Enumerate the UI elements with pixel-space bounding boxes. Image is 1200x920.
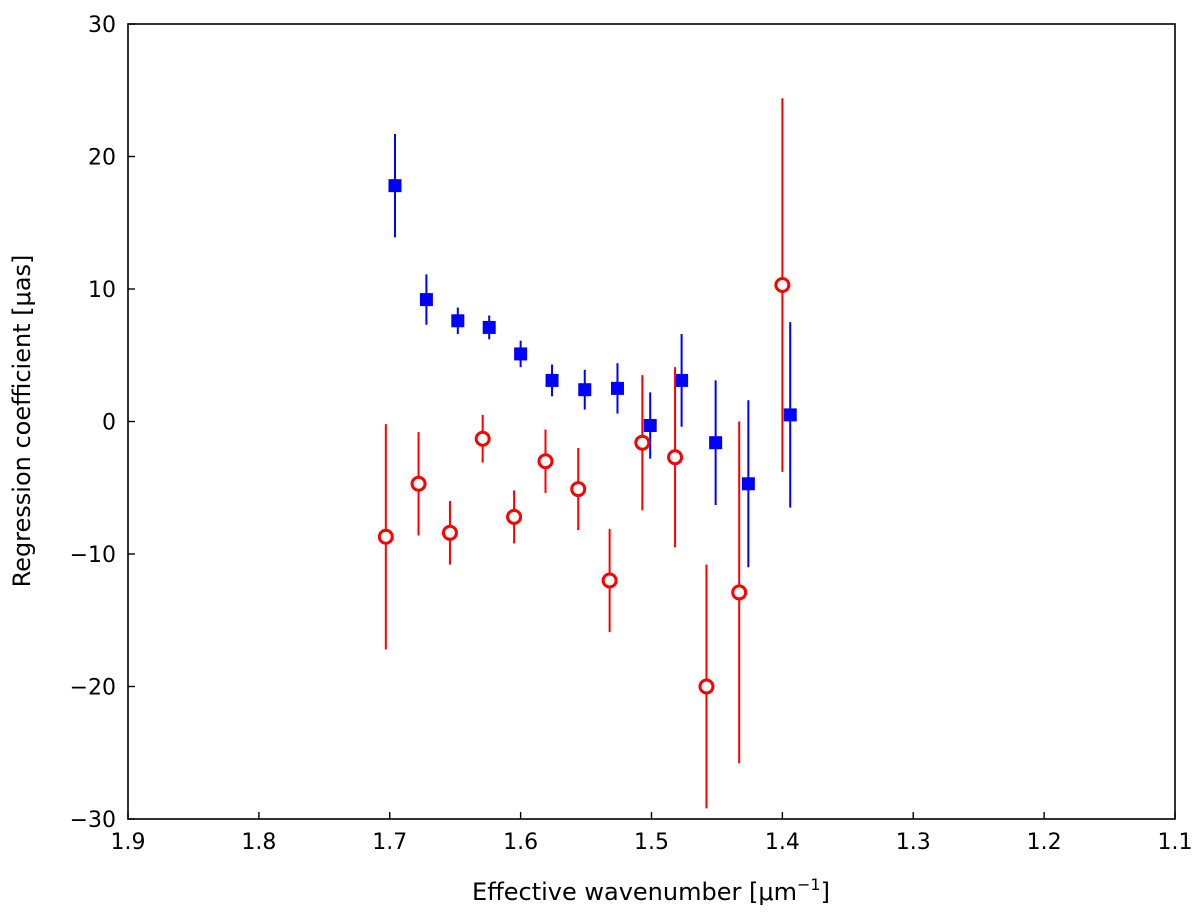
y-tick-label: −30 [70,808,116,833]
data-point-circle [570,481,587,498]
data-point-square [514,347,528,361]
series-blue-squares [388,133,797,568]
data-point-circle [731,584,748,601]
y-tick-label: −20 [70,676,116,701]
x-axis: 1.9 1.8 1.7 1.6 1.5 1.4 1.3 1.2 1.1 [111,812,1193,855]
y-axis-title-close: ] [8,255,36,264]
data-point-square [741,477,755,491]
data-point-square [610,381,624,395]
y-tick-label: 10 [88,278,116,303]
x-axis-title-unit: μm [758,878,797,906]
data-point-square [419,293,433,307]
y-axis-title: Regression coefficient [μas] [8,255,36,588]
y-tick-label: 30 [88,13,116,38]
data-point-circle [410,475,427,492]
data-point-circle [537,453,554,470]
x-tick-label: 1.4 [765,830,800,855]
data-point-circle [698,678,715,695]
x-tick-label: 1.1 [1158,830,1193,855]
x-tick-label: 1.9 [111,830,146,855]
y-axis-title-unit: μas [8,264,36,306]
x-tick-label: 1.8 [241,830,276,855]
data-marks [377,98,797,809]
data-point-circle [774,277,791,294]
data-point-square [709,436,723,450]
data-point-circle [506,508,523,525]
data-point-square [675,373,689,387]
data-point-circle [474,430,491,447]
data-point-square [388,179,402,193]
data-point-square [643,418,657,432]
y-tick-label: 0 [102,411,116,436]
data-point-circle [667,449,684,466]
x-axis-title: Effective wavenumber [μm−1] [472,875,830,906]
x-tick-label: 1.7 [372,830,407,855]
series-red-circles [377,98,791,809]
data-point-square [578,383,592,397]
x-tick-label: 1.6 [503,830,538,855]
data-point-circle [377,528,394,545]
data-point-square [545,373,559,387]
x-tick-label: 1.5 [634,830,669,855]
y-tick-label: −10 [70,543,116,568]
data-point-square [451,314,465,328]
y-tick-label: 20 [88,146,116,171]
x-axis-title-close: ] [821,878,830,906]
x-tick-label: 1.3 [896,830,931,855]
data-point-square [783,408,797,422]
y-axis: 30 20 10 0 −10 −20 −30 [70,13,135,833]
data-point-circle [601,572,618,589]
data-point-square [482,320,496,334]
data-point-circle [441,524,458,541]
data-point-circle [634,434,651,451]
y-axis-title-main: Regression coefficient [ [8,306,36,587]
x-axis-title-main: Effective wavenumber [ [472,878,758,906]
x-axis-title-exponent: −1 [797,875,821,894]
x-tick-label: 1.2 [1027,830,1062,855]
